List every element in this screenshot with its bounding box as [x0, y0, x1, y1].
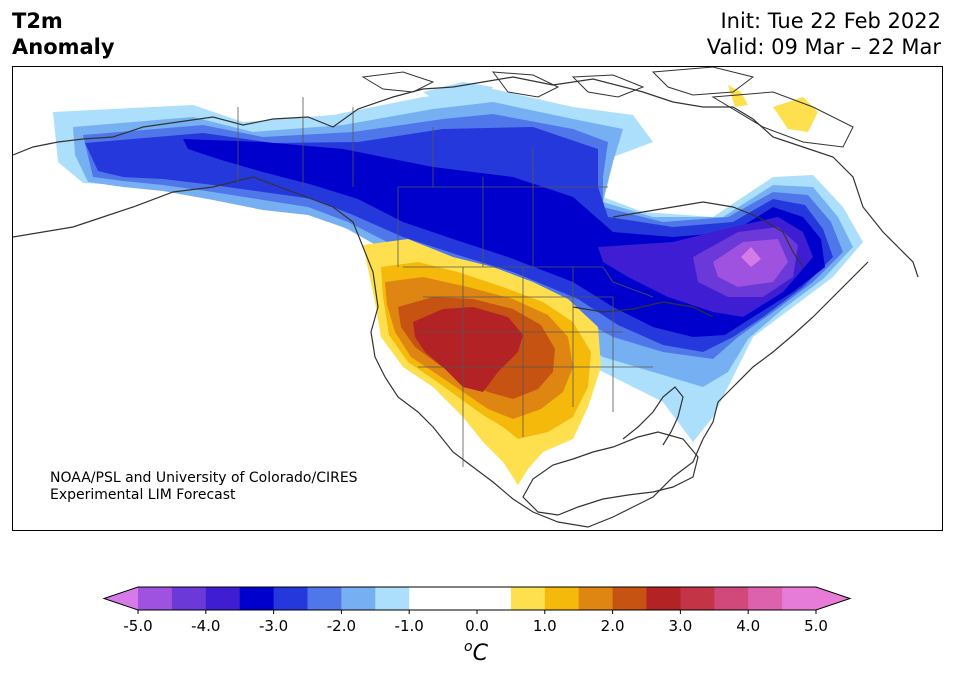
colorbar-tick-label: -2.0 — [327, 617, 356, 635]
colorbar-segment — [239, 587, 275, 610]
colorbar-extend-high — [816, 587, 850, 610]
coastlines — [13, 76, 919, 528]
anomaly-map: NOAA/PSL and University of Colorado/CIRE… — [12, 66, 943, 531]
colorbar-segment — [510, 587, 546, 610]
colorbar-tick-label: -1.0 — [395, 617, 424, 635]
init-date: Init: Tue 22 Feb 2022 — [720, 9, 941, 33]
colorbar-unit-superscript: o — [464, 639, 473, 655]
colorbar-ticks: -5.0 -4.0 -3.0 -2.0 -1.0 0.0 1.0 2.0 3.0 4.0 5.0 — [123, 610, 828, 635]
map-title: T2m Anomaly — [12, 8, 115, 60]
colorbar-segment — [375, 587, 410, 610]
colorbar-segment — [612, 587, 647, 610]
colorbar-segment — [171, 587, 207, 610]
credit-text: NOAA/PSL and University of Colorado/CIRE… — [50, 470, 358, 504]
arctic-islands — [361, 67, 854, 148]
map-title-line1: T2m — [12, 9, 63, 33]
colorbar-segment — [205, 587, 241, 610]
colorbar-segment — [748, 587, 783, 610]
colorbar-tick-label: -3.0 — [259, 617, 288, 635]
credit-line1: NOAA/PSL and University of Colorado/CIRE… — [50, 470, 358, 486]
colorbar-tick-label: -5.0 — [123, 617, 152, 635]
colorbar-segment — [273, 587, 308, 610]
colorbar-segment — [409, 587, 444, 610]
colorbar: -5.0 -4.0 -3.0 -2.0 -1.0 0.0 1.0 2.0 3.0 4.0 5.0 o… — [102, 586, 852, 666]
colorbar-extend-low — [104, 587, 138, 610]
colorbar-segment — [680, 587, 715, 610]
colorbar-segment — [714, 587, 749, 610]
colorbar-tick-label: 4.0 — [736, 617, 760, 635]
map-title-line2: Anomaly — [12, 35, 115, 59]
colorbar-tick-label: 2.0 — [601, 617, 625, 635]
colorbar-segment — [138, 587, 173, 610]
colorbar-segment — [307, 587, 342, 610]
map-canvas — [13, 67, 919, 528]
colorbar-tick-label: 1.0 — [533, 617, 557, 635]
colorbar-segment — [782, 587, 817, 610]
province-borders — [302, 97, 534, 187]
forecast-dates: Init: Tue 22 Feb 2022 Valid: 09 Mar – 22… — [707, 8, 941, 60]
colorbar-unit-letter: C — [473, 641, 489, 666]
colorbar-segment — [578, 587, 614, 610]
colorbar-unit: oC — [464, 639, 489, 666]
colorbar-tick-label: 0.0 — [465, 617, 489, 635]
colorbar-segment — [544, 587, 580, 610]
anomaly-band-minus-5 — [741, 247, 761, 267]
colorbar-segments — [138, 587, 817, 610]
colorbar-tick-label: -4.0 — [191, 617, 220, 635]
anomaly-band-plus-3 — [413, 307, 523, 392]
anomaly-band-plus-3-northeast — [728, 85, 818, 132]
colorbar-segment — [443, 587, 512, 610]
valid-range: Valid: 09 Mar – 22 Mar — [706, 35, 941, 59]
colorbar-segment — [341, 587, 376, 610]
credit-line2: Experimental LIM Forecast — [50, 487, 236, 503]
colorbar-tick-label: 3.0 — [668, 617, 692, 635]
warm-anomaly-shading — [363, 85, 818, 485]
colorbar-tick-label: 5.0 — [804, 617, 828, 635]
colorbar-segment — [646, 587, 681, 610]
cold-anomaly-shading — [53, 82, 863, 442]
